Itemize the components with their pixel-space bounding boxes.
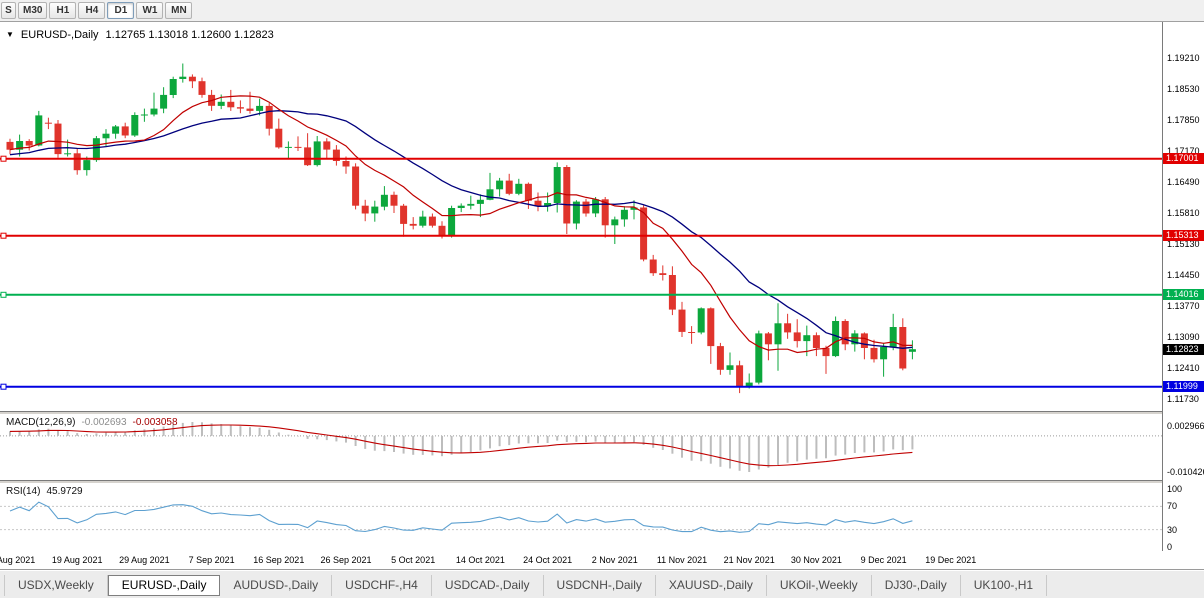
price-axis-label: 1.17850 (1167, 115, 1200, 125)
rsi-axis-label: 0 (1167, 542, 1173, 552)
date-tick-label: 5 Oct 2021 (391, 555, 436, 565)
rsi-indicator-label: RSI(14) 45.9729 (6, 486, 83, 497)
panel-splitter-macd[interactable] (0, 411, 1204, 414)
macd-name: MACD(12,26,9) (6, 417, 76, 428)
chart-tab-ukoil-weekly[interactable]: UKOil-,Weekly (767, 575, 872, 596)
date-tick-label: 19 Dec 2021 (925, 555, 977, 565)
chart-menu-icon[interactable]: ▼ (6, 30, 14, 39)
timeframe-button-w1[interactable]: W1 (136, 2, 164, 19)
date-tick-label: 16 Sep 2021 (253, 555, 305, 565)
rsi-chart-surface[interactable] (0, 483, 1162, 551)
date-tick-label: 29 Aug 2021 (119, 555, 170, 565)
chart-tab-usdcnh-daily[interactable]: USDCNH-,Daily (544, 575, 656, 596)
price-axis-label: 1.16490 (1167, 177, 1200, 187)
rsi-axis-label: 70 (1167, 501, 1178, 512)
chart-title: ▼ EURUSD-,Daily 1.12765 1.13018 1.12600 … (6, 29, 274, 41)
price-line-handle[interactable] (0, 155, 7, 162)
current-price-badge: 1.12823 (1163, 343, 1204, 355)
price-line-badge: 1.14016 (1163, 289, 1204, 301)
price-line-badge: 1.15313 (1163, 230, 1204, 242)
macd-signal-value: -0.003058 (132, 417, 178, 428)
date-tick-label: 26 Sep 2021 (320, 555, 372, 565)
chart-tabs-bar: USDX,Weekly EURUSD-,Daily AUDUSD-,Daily USD… (0, 569, 1204, 598)
price-axis[interactable]: 1.19210 1.18530 1.17850 1.17170 1.16490 1.158… (1162, 22, 1204, 552)
date-tick-label: 10 Aug 2021 (0, 555, 36, 565)
price-axis-label: 1.14450 (1167, 270, 1200, 280)
candlestick-chart-surface[interactable] (0, 22, 1162, 411)
chart-tab-audusd-daily[interactable]: AUDUSD-,Daily (220, 575, 333, 596)
date-tick-label: 30 Nov 2021 (790, 555, 842, 565)
price-line-handle[interactable] (0, 291, 7, 298)
price-axis-label: 1.13090 (1167, 332, 1200, 342)
macd-axis-label: 0.002966 (1167, 420, 1204, 431)
chart-tab-eurusd-daily[interactable]: EURUSD-,Daily (107, 575, 221, 596)
macd-signal-line (9, 424, 913, 467)
timeframe-button-s[interactable]: S (1, 2, 16, 19)
price-line-badge: 1.11999 (1163, 381, 1204, 393)
date-tick-label: 14 Oct 2021 (455, 555, 505, 565)
price-axis-label: 1.15810 (1167, 208, 1200, 218)
date-tick-label: 24 Oct 2021 (523, 555, 573, 565)
date-tick-label: 7 Sep 2021 (188, 555, 235, 565)
rsi-axis-label: 30 (1167, 524, 1178, 535)
chart-tab-usdx-weekly[interactable]: USDX,Weekly (4, 575, 108, 596)
rsi-name: RSI(14) (6, 486, 41, 497)
ma-fast-line (9, 95, 913, 354)
ma-slow-line (9, 110, 913, 349)
timeframe-button-m30[interactable]: M30 (18, 2, 48, 19)
timeframe-button-h1[interactable]: H1 (49, 2, 77, 19)
timeframe-button-mn[interactable]: MN (165, 2, 193, 19)
chart-ohlc-values: 1.12765 1.13018 1.12600 1.12823 (105, 29, 274, 41)
chart-tab-dj30-daily[interactable]: DJ30-,Daily (872, 575, 961, 596)
chart-tab-uk100-h1[interactable]: UK100-,H1 (961, 575, 1048, 596)
macd-chart-surface[interactable] (0, 414, 1162, 480)
chart-tab-xauusd-daily[interactable]: XAUUSD-,Daily (656, 575, 767, 596)
price-axis-label: 1.12410 (1167, 363, 1200, 373)
chart-tab-usdchf-h4[interactable]: USDCHF-,H4 (332, 575, 432, 596)
main-chart-panel: ▼ EURUSD-,Daily 1.12765 1.13018 1.12600 … (0, 22, 1162, 411)
rsi-axis-label: 100 (1167, 484, 1183, 494)
rsi-panel: RSI(14) 45.9729 (0, 483, 1162, 551)
price-axis-label: 1.17170 (1167, 146, 1200, 156)
macd-panel: MACD(12,26,9) -0.002693 -0.003058 (0, 414, 1162, 480)
price-axis-label: 1.15130 (1167, 239, 1200, 249)
candles (6, 63, 916, 394)
price-axis-label: 1.13770 (1167, 301, 1200, 311)
date-tick-label: 21 Nov 2021 (723, 555, 775, 565)
chart-symbol-period: EURUSD-,Daily (20, 29, 99, 41)
rsi-value: 45.9729 (46, 486, 83, 497)
price-line-handle[interactable] (0, 232, 7, 239)
date-tick-label: 9 Dec 2021 (860, 555, 907, 565)
price-line-handle[interactable] (0, 383, 7, 390)
macd-indicator-label: MACD(12,26,9) -0.002693 -0.003058 (6, 417, 178, 428)
chart-tab-usdcad-daily[interactable]: USDCAD-,Daily (432, 575, 544, 596)
price-axis-label: 1.11730 (1167, 394, 1199, 404)
macd-main-value: -0.002693 (81, 417, 127, 428)
timeframe-toolbar: S M30 H1 H4 D1 W1 MN (0, 0, 1204, 22)
time-axis[interactable]: 10 Aug 2021 19 Aug 2021 29 Aug 2021 7 Sep 2… (0, 551, 1204, 569)
date-tick-label: 19 Aug 2021 (51, 555, 103, 565)
price-axis-label: 1.18530 (1167, 84, 1200, 94)
timeframe-button-d1[interactable]: D1 (107, 2, 135, 19)
date-tick-label: 11 Nov 2021 (656, 555, 708, 565)
macd-axis-label: -0.010426 (1167, 467, 1204, 478)
macd-histogram (9, 422, 914, 472)
price-axis-label: 1.19210 (1167, 53, 1200, 63)
price-line-badge: 1.17001 (1163, 153, 1204, 165)
date-tick-label: 2 Nov 2021 (591, 555, 638, 565)
rsi-line (9, 501, 913, 533)
panel-splitter-rsi[interactable] (0, 480, 1204, 483)
timeframe-button-h4[interactable]: H4 (78, 2, 106, 19)
